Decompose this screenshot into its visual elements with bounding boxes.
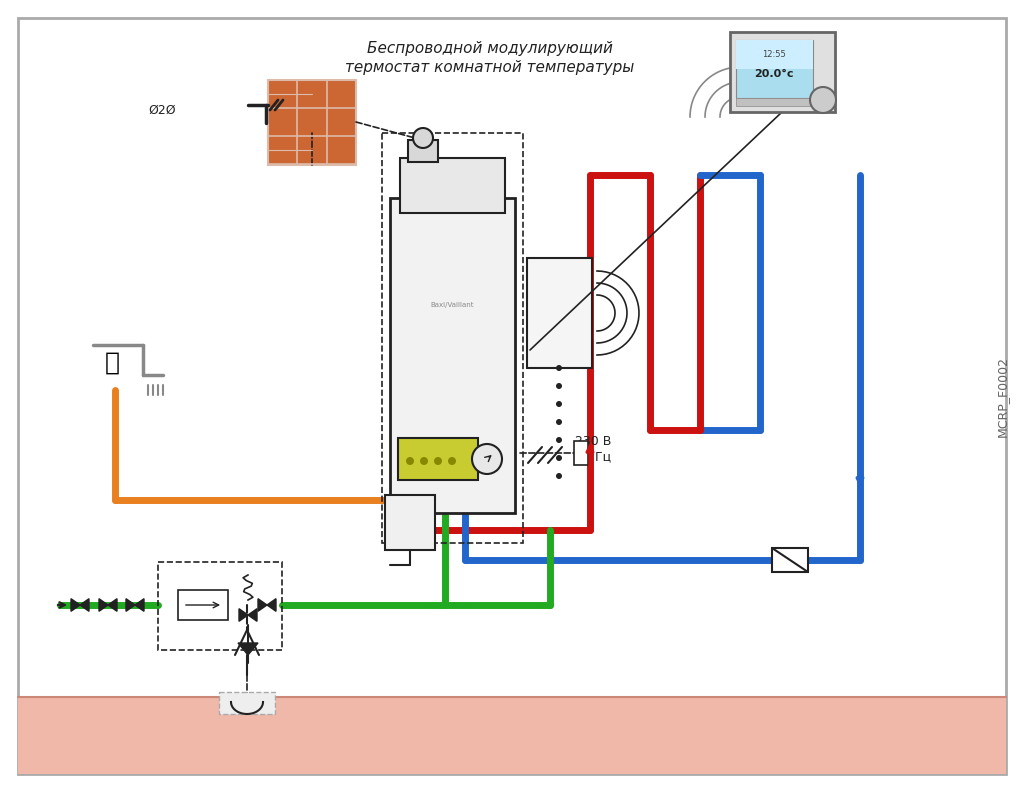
- Text: MCRP_F0002: MCRP_F0002: [995, 356, 1009, 436]
- Circle shape: [556, 473, 562, 479]
- Circle shape: [556, 383, 562, 389]
- Circle shape: [556, 437, 562, 443]
- Circle shape: [556, 455, 562, 461]
- Bar: [178, 590, 228, 620]
- Text: Беспроводной модулирующий
термостат комнатной температуры: Беспроводной модулирующий термостат комн…: [345, 40, 635, 75]
- Text: 🚿: 🚿: [105, 351, 120, 375]
- Circle shape: [420, 457, 428, 465]
- Polygon shape: [248, 609, 257, 621]
- Bar: [158, 562, 282, 650]
- Circle shape: [810, 87, 836, 113]
- Polygon shape: [71, 599, 80, 611]
- Text: 20.0°c: 20.0°c: [755, 69, 794, 79]
- Circle shape: [556, 419, 562, 425]
- Circle shape: [556, 365, 562, 371]
- Polygon shape: [267, 599, 276, 611]
- Bar: [736, 40, 813, 69]
- Bar: [382, 133, 523, 543]
- Circle shape: [472, 444, 502, 474]
- Bar: [18, 697, 1006, 774]
- Bar: [574, 441, 588, 465]
- Polygon shape: [108, 599, 117, 611]
- Bar: [398, 438, 478, 480]
- Text: 12:55: 12:55: [762, 50, 785, 59]
- Polygon shape: [126, 599, 135, 611]
- Circle shape: [406, 457, 414, 465]
- Polygon shape: [238, 643, 258, 655]
- Bar: [736, 40, 813, 98]
- Bar: [219, 692, 275, 714]
- Circle shape: [556, 401, 562, 407]
- Bar: [390, 198, 515, 513]
- Circle shape: [413, 128, 433, 148]
- Bar: [772, 548, 808, 572]
- Bar: [736, 98, 813, 106]
- Bar: [527, 258, 592, 368]
- Text: Ø2Ø: Ø2Ø: [148, 104, 176, 116]
- Circle shape: [434, 457, 442, 465]
- Circle shape: [449, 457, 456, 465]
- Polygon shape: [99, 599, 108, 611]
- Polygon shape: [258, 599, 267, 611]
- Polygon shape: [135, 599, 144, 611]
- Polygon shape: [239, 609, 248, 621]
- Bar: [400, 158, 505, 213]
- Text: 230 В
50 Гц: 230 В 50 Гц: [575, 435, 611, 463]
- Bar: [408, 140, 438, 162]
- Polygon shape: [80, 599, 89, 611]
- Bar: [385, 495, 435, 550]
- Text: Baxi/Vaillant: Baxi/Vaillant: [430, 302, 474, 308]
- Bar: [730, 32, 835, 112]
- Bar: [268, 80, 356, 165]
